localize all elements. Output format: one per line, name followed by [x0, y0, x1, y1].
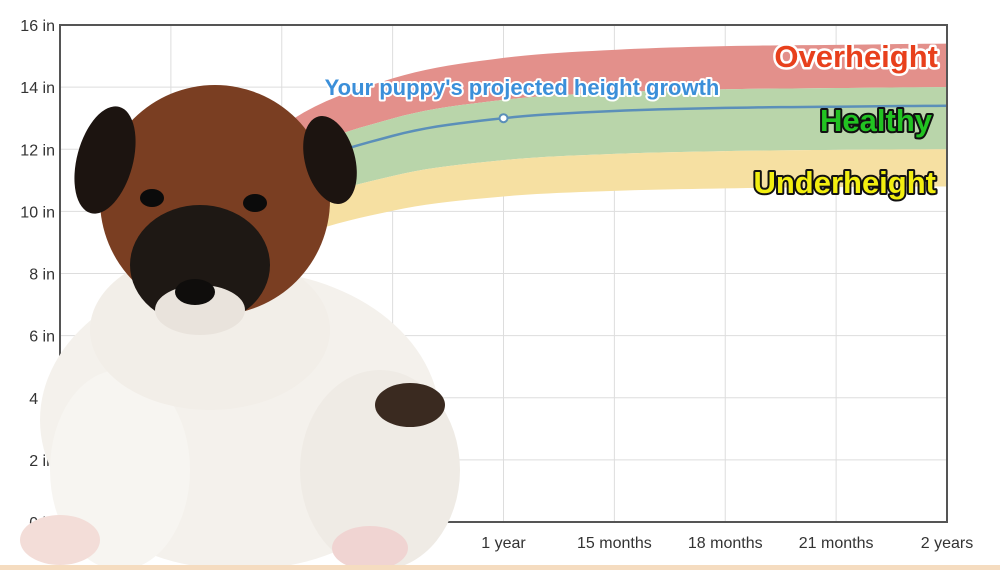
y-tick-label: 8 in	[29, 267, 55, 284]
data-point-marker[interactable]	[498, 113, 509, 124]
x-tick-label: 21 months	[799, 535, 874, 552]
x-tick-label: 2 years	[921, 535, 973, 552]
series-label: Your puppy's projected height growth	[325, 75, 720, 100]
puppy-image	[20, 85, 460, 570]
y-tick-label: 14 in	[20, 80, 55, 97]
band-label-overheight: Overheight	[774, 39, 938, 74]
x-tick-label: 15 months	[577, 535, 652, 552]
y-tick-label: 6 in	[29, 329, 55, 346]
bottom-strip	[0, 565, 1000, 570]
plot-frame	[59, 24, 948, 523]
x-tick-label: 1 year	[481, 535, 526, 552]
y-tick-label: 12 in	[20, 142, 55, 159]
y-tick-label: 10 in	[20, 204, 55, 221]
band-label-healthy: Healthy	[820, 103, 933, 138]
x-tick-label: 18 months	[688, 535, 763, 552]
y-tick-label: 16 in	[20, 18, 55, 35]
band-label-underheight: Underheight	[753, 165, 936, 200]
